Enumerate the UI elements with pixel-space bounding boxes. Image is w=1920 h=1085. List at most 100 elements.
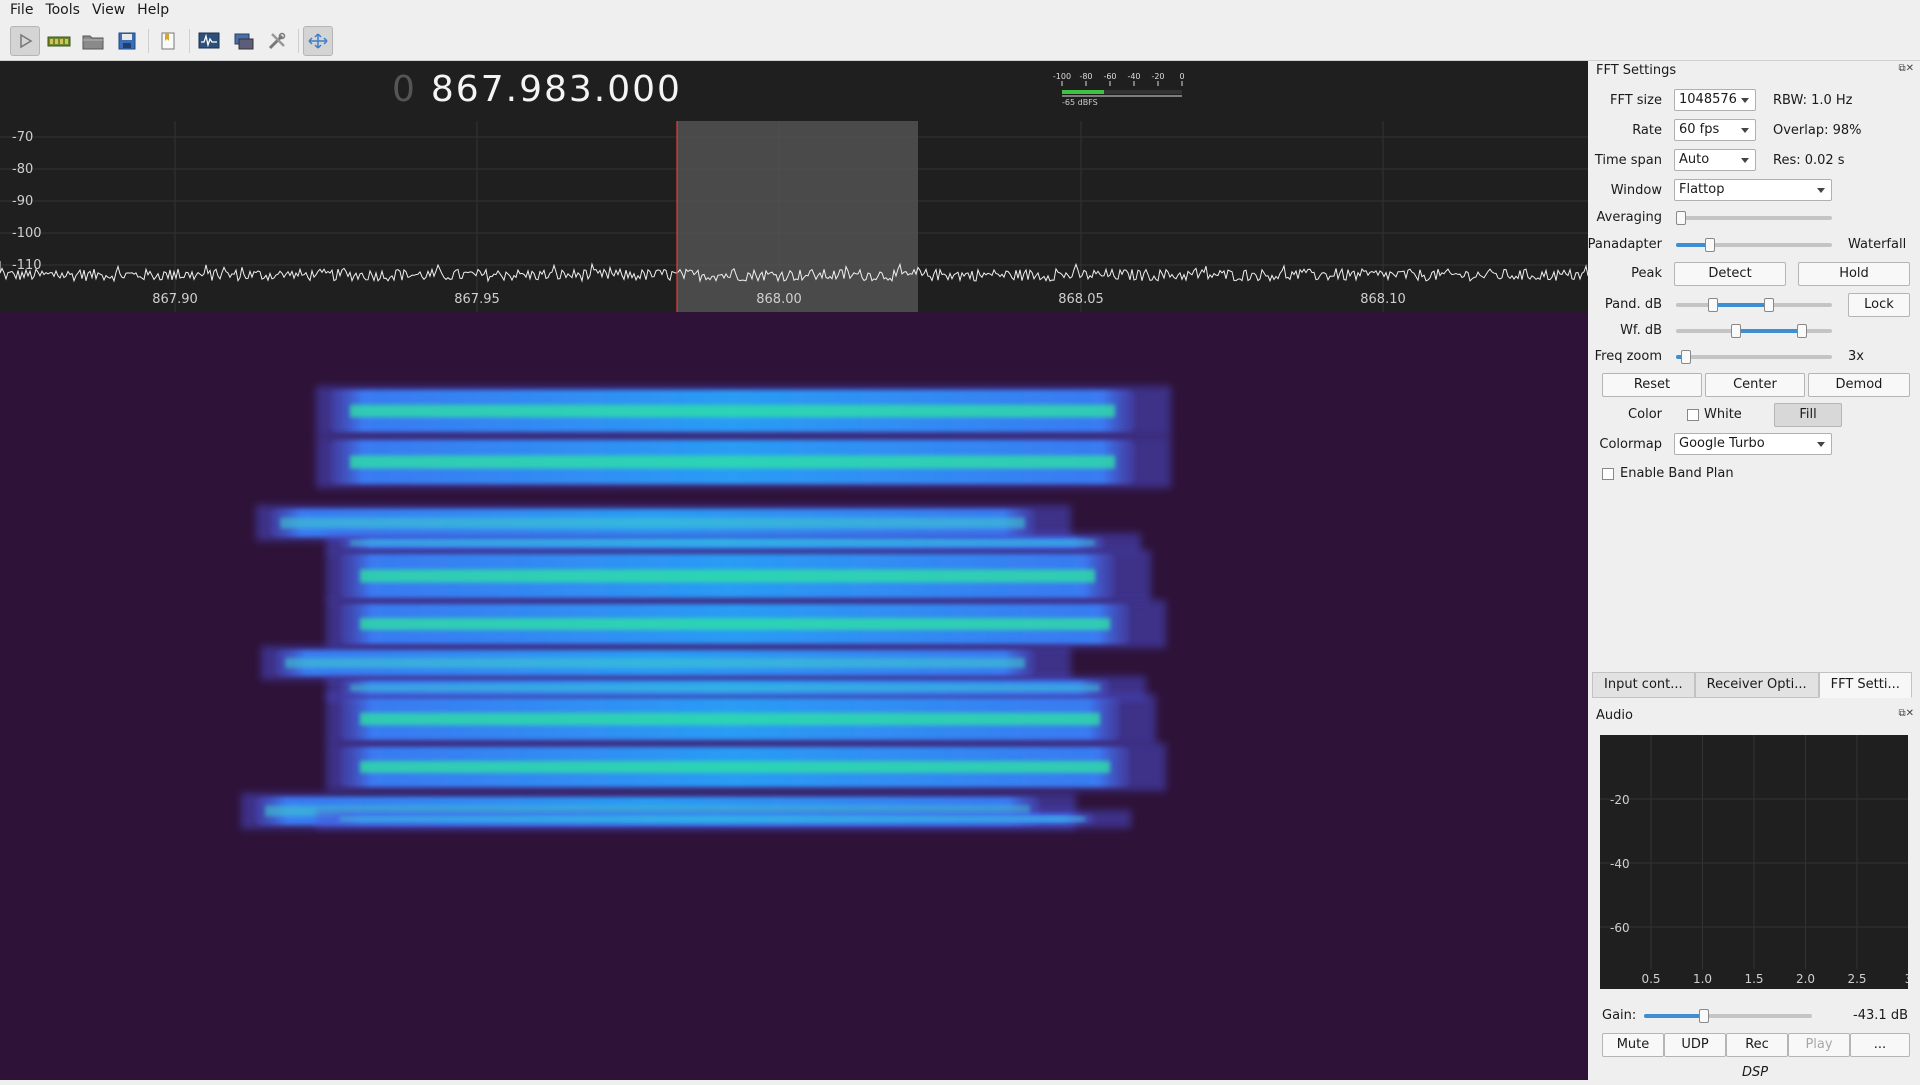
window-value: Flattop <box>1679 182 1725 197</box>
waterfall-display[interactable] <box>0 312 1588 1080</box>
rate-label: Rate <box>1632 123 1662 138</box>
demod-filter-region[interactable] <box>677 121 918 312</box>
rate-combo[interactable]: 60 fps <box>1674 119 1756 141</box>
audio-fft-plot[interactable]: -20 -40 -60 0.5 1.0 1.5 2.0 2.5 3 <box>1600 735 1912 989</box>
panadapter-row: Panadapter Waterfall <box>1588 233 1920 257</box>
save-settings-button[interactable] <box>112 26 142 56</box>
fit-icon <box>308 32 328 49</box>
panadapter-waterfall-slider[interactable] <box>1676 238 1832 252</box>
colormap-combo[interactable]: Google Turbo <box>1674 433 1832 455</box>
menu-file[interactable]: File <box>10 2 34 18</box>
colormap-label: Colormap <box>1599 437 1662 452</box>
start-dsp-button[interactable] <box>10 25 40 56</box>
white-checkbox[interactable] <box>1687 409 1699 421</box>
rate-value: 60 fps <box>1679 122 1720 137</box>
signal-meter-value: -65 dBFS <box>1062 98 1098 107</box>
menu-bar: File Tools View Help <box>0 0 1920 21</box>
audio-gain-slider-handle[interactable] <box>1699 1009 1709 1023</box>
audio-dock-icons[interactable]: ⧉✕ <box>1898 708 1914 719</box>
spectrum-canvas[interactable]: -70 -80 -90 -100 -110 867.90 867.95 868.00 868.… <box>0 61 1588 312</box>
signal-meter-scale: -100 -80 -60 -40 -20 0 <box>1053 72 1185 86</box>
menu-view[interactable]: View <box>91 2 126 18</box>
peak-detect-button[interactable]: Detect <box>1674 262 1786 286</box>
wf-db-max-handle[interactable] <box>1797 324 1807 338</box>
wf-db-min-handle[interactable] <box>1731 324 1741 338</box>
audio-x-tick: 3 <box>1905 972 1908 986</box>
spectrum-x-tick: 867.90 <box>152 292 198 307</box>
demod-button[interactable]: Demod <box>1808 373 1910 397</box>
averaging-slider[interactable] <box>1676 211 1832 225</box>
spectrum-button[interactable] <box>194 26 224 56</box>
signal-meter-bar <box>1062 90 1104 94</box>
window-combo[interactable]: Flattop <box>1674 179 1832 201</box>
remote-icon <box>234 33 254 49</box>
frequency-value[interactable]: 867.983.000 <box>430 69 682 110</box>
audio-gain-slider[interactable] <box>1644 1009 1812 1023</box>
freq-zoom-slider[interactable] <box>1676 350 1832 364</box>
fft-size-label: FFT size <box>1609 93 1662 108</box>
device-icon <box>47 36 71 46</box>
fft-size-combo[interactable]: 1048576 <box>1674 89 1756 111</box>
waterfall-canvas[interactable] <box>0 312 1588 1080</box>
color-row: Color White Fill <box>1588 403 1920 427</box>
signal-meter-tick: 0 <box>1179 72 1184 81</box>
window-label: Window <box>1610 183 1662 198</box>
panadapter-slider-handle[interactable] <box>1705 238 1715 252</box>
waterfall-burst-core <box>360 569 1095 583</box>
band-plan-checbox[interactable] <box>1602 468 1614 480</box>
spectrum-y-tick: -100 <box>12 226 42 241</box>
center-button[interactable]: Center <box>1705 373 1805 397</box>
remote-control-button[interactable] <box>228 26 258 56</box>
colormap-value: Google Turbo <box>1679 436 1765 451</box>
io-devices-button[interactable] <box>44 26 74 56</box>
spectrum-trace <box>0 261 1588 283</box>
pand-db-min-handle[interactable] <box>1708 298 1718 312</box>
freq-zoom-slider-handle[interactable] <box>1681 350 1691 364</box>
tab-receiver-options[interactable]: Receiver Opti... <box>1694 672 1819 698</box>
tab-fft-settings[interactable]: FFT Setti... <box>1818 672 1912 698</box>
gain-label: Gain: <box>1602 1008 1637 1023</box>
waterfall-burst-core <box>360 761 1110 773</box>
menu-tools[interactable]: Tools <box>45 2 80 18</box>
averaging-slider-handle[interactable] <box>1676 211 1686 225</box>
fill-button[interactable]: Fill <box>1774 403 1842 427</box>
toolbar-separator <box>189 28 190 53</box>
time-span-combo[interactable]: Auto <box>1674 149 1756 171</box>
frequency-display[interactable]: 0 867.983.000 <box>392 69 682 110</box>
resolution-value: Res: 0.02 s <box>1773 153 1845 168</box>
band-plan-label: Enable Band Plan <box>1620 466 1734 481</box>
freq-zoom-label: Freq zoom <box>1594 349 1662 364</box>
waterfall-burst-core <box>350 455 1115 469</box>
fit-view-button[interactable] <box>303 25 333 56</box>
panadapter-plot[interactable]: -70 -80 -90 -100 -110 867.90 867.95 868.00 868.… <box>0 61 1588 312</box>
rec-button[interactable]: Rec <box>1726 1033 1788 1057</box>
bookmark-button[interactable] <box>153 26 183 56</box>
tab-input-controls[interactable]: Input cont... <box>1592 672 1695 698</box>
tools-button[interactable] <box>262 26 292 56</box>
open-icon <box>82 35 104 49</box>
spectrum-y-tick: -110 <box>12 258 42 273</box>
waterfall-burst-core <box>350 684 1100 692</box>
mute-button[interactable]: Mute <box>1602 1033 1664 1057</box>
window-row: Window Flattop <box>1588 179 1920 203</box>
waterfall-label: Waterfall <box>1848 237 1907 252</box>
pand-db-max-handle[interactable] <box>1764 298 1774 312</box>
audio-options-button[interactable]: ... <box>1850 1033 1910 1057</box>
pand-db-range-slider[interactable] <box>1676 298 1832 312</box>
open-settings-button[interactable] <box>78 26 108 56</box>
audio-x-tick: 2.5 <box>1847 972 1866 986</box>
peak-hold-button[interactable]: Hold <box>1798 262 1910 286</box>
fft-action-row: Reset Center Demod <box>1588 373 1920 397</box>
lock-button[interactable]: Lock <box>1848 293 1910 317</box>
reset-button[interactable]: Reset <box>1602 373 1702 397</box>
audio-y-tick: -20 <box>1610 793 1630 807</box>
fft-size-value: 1048576 <box>1679 92 1737 107</box>
audio-x-tick: 1.5 <box>1744 972 1763 986</box>
peak-label: Peak <box>1631 266 1662 281</box>
signal-meter-tick: -100 <box>1053 72 1071 81</box>
colormap-row: Colormap Google Turbo <box>1588 433 1920 457</box>
dock-float-close-icons[interactable]: ⧉✕ <box>1898 63 1914 74</box>
wf-db-range-slider[interactable] <box>1676 324 1832 338</box>
udp-button[interactable]: UDP <box>1664 1033 1726 1057</box>
menu-help[interactable]: Help <box>137 2 170 18</box>
